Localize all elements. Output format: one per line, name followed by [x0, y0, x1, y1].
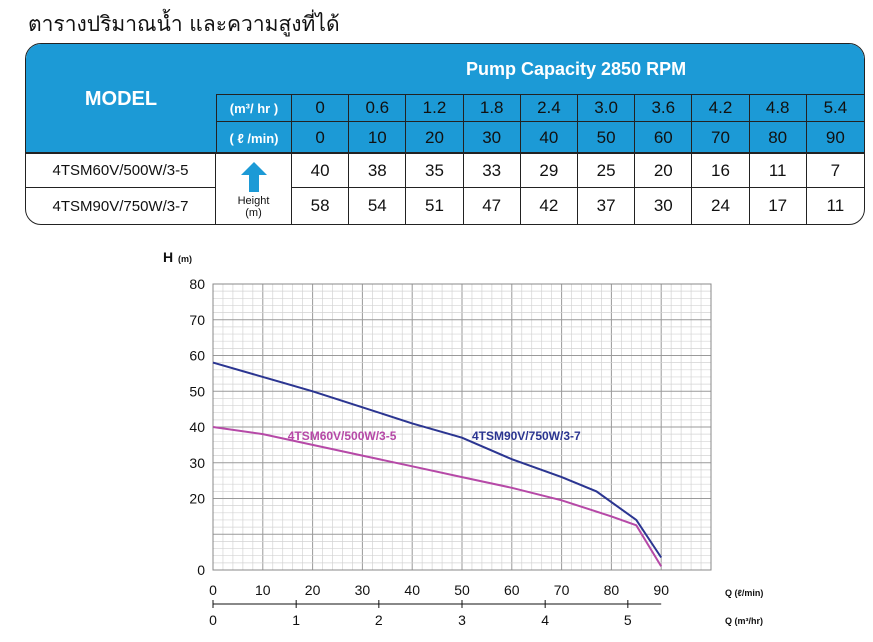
q-lmin-cell: 20	[406, 122, 464, 154]
series-annotation-2: 4TSM90V/750W/3-7	[472, 429, 581, 443]
q-lmin-cell: 50	[578, 122, 636, 154]
height-value-cell: 38	[349, 154, 407, 188]
q-lmin-cell: 30	[463, 122, 521, 154]
height-value-cell: 25	[578, 154, 636, 188]
x2-tick-label: 4	[541, 612, 549, 628]
x-tick-label: 40	[404, 582, 420, 598]
series-annotation-1: 4TSM60V/500W/3-5	[288, 429, 397, 443]
height-value-cell: 30	[635, 188, 693, 224]
q-m3-cell: 5.4	[806, 94, 864, 122]
q-m3-cell: 1.8	[463, 94, 521, 122]
x-tick-label: 90	[653, 582, 669, 598]
x2-axis-title: Q (m³/hr)	[725, 616, 763, 626]
x-tick-label: 60	[504, 582, 520, 598]
header-divider	[26, 152, 864, 154]
height-value-cell: 11	[826, 196, 845, 215]
series-line-2	[212, 361, 663, 559]
q-m3-cell: 1.2	[406, 94, 464, 122]
q-lmin-cell: 90	[806, 122, 864, 154]
q-lmin-cell: 80	[749, 122, 807, 154]
model-name-row-2: 4TSM90V/750W/3-7	[26, 188, 216, 224]
height-value-cell: 47	[464, 188, 521, 224]
q-m3-cell: 4.2	[692, 94, 750, 122]
y-axis-unit: (m)	[178, 254, 192, 264]
y-tick-label: 20	[189, 491, 205, 507]
q-lmin-cell: 0	[292, 122, 350, 154]
y-tick-label: 50	[189, 383, 205, 399]
q-m3-cell: 0	[292, 94, 350, 122]
x-tick-label: 80	[604, 582, 620, 598]
height-value-cell: 58	[292, 188, 350, 224]
y-tick-label: 60	[189, 348, 205, 364]
y-tick-label: 0	[197, 562, 205, 578]
q-lmin-cell: 70	[692, 122, 750, 154]
height-value-cell: 51	[406, 188, 464, 224]
height-value-cell: 11	[749, 154, 807, 188]
up-arrow-icon	[240, 161, 267, 192]
height-value-cell: 17	[750, 188, 807, 224]
q-m3-cell: 4.8	[749, 94, 807, 122]
x2-tick-label: 3	[458, 612, 466, 628]
pump-capacity-table: MODEL Pump Capacity 2850 RPM (m³/ hr ) (…	[25, 43, 865, 225]
x2-tick-label: 2	[375, 612, 383, 628]
model-header: MODEL	[26, 44, 216, 154]
x-tick-label: 50	[454, 582, 470, 598]
height-value-cell: 24	[692, 188, 750, 224]
height-value-cell: 16	[692, 154, 750, 188]
page-heading: ตารางปริมาณน้ำ และความสูงที่ได้	[28, 12, 340, 36]
capacity-header: Pump Capacity 2850 RPM	[216, 44, 864, 94]
q-lmin-cell: 10	[349, 122, 407, 154]
x-tick-label: 70	[554, 582, 570, 598]
x2-tick-label: 1	[292, 612, 300, 628]
height-value-cell: 35	[406, 154, 464, 188]
height-value-cell: 29	[520, 154, 578, 188]
height-value-cell: 7	[806, 154, 864, 188]
height-cell: Height (m)	[216, 154, 292, 224]
y-tick-label: 30	[189, 455, 205, 471]
q-lmin-cell: 60	[635, 122, 693, 154]
q-m3-cell: 3.6	[635, 94, 693, 122]
height-value-cell: 20	[635, 154, 693, 188]
series-line-1	[212, 426, 663, 567]
height-value-cell: 42	[521, 188, 578, 224]
unit-m3-hr: (m³/ hr )	[216, 94, 292, 122]
q-lmin-cell: 40	[520, 122, 578, 154]
unit-l-min: ( ℓ /min)	[216, 122, 292, 154]
x-tick-label: 30	[355, 582, 371, 598]
q-m3-cell: 2.4	[520, 94, 578, 122]
height-value-cell: 37	[578, 188, 636, 224]
q-m3-cell: 3.0	[578, 94, 636, 122]
q-m3-cell: 0.6	[349, 94, 407, 122]
x-tick-label: 10	[255, 582, 271, 598]
x-tick-label: 0	[209, 582, 217, 598]
y-axis-title: H	[163, 249, 173, 265]
y-tick-label: 80	[189, 276, 205, 292]
x-axis-title: Q (ℓ/min)	[725, 588, 763, 598]
height-value-cell: 33	[463, 154, 521, 188]
y-tick-label: 70	[189, 312, 205, 328]
x2-tick-label: 5	[624, 612, 632, 628]
x2-tick-label: 0	[209, 612, 217, 628]
height-unit: (m)	[245, 206, 262, 219]
y-tick-label: 40	[189, 419, 205, 435]
height-label: Height	[237, 194, 270, 207]
model-name-row-1: 4TSM60V/500W/3-5	[26, 154, 216, 188]
height-value-cell: 40	[292, 154, 350, 188]
x-tick-label: 20	[305, 582, 321, 598]
height-value-cell: 54	[349, 188, 407, 224]
